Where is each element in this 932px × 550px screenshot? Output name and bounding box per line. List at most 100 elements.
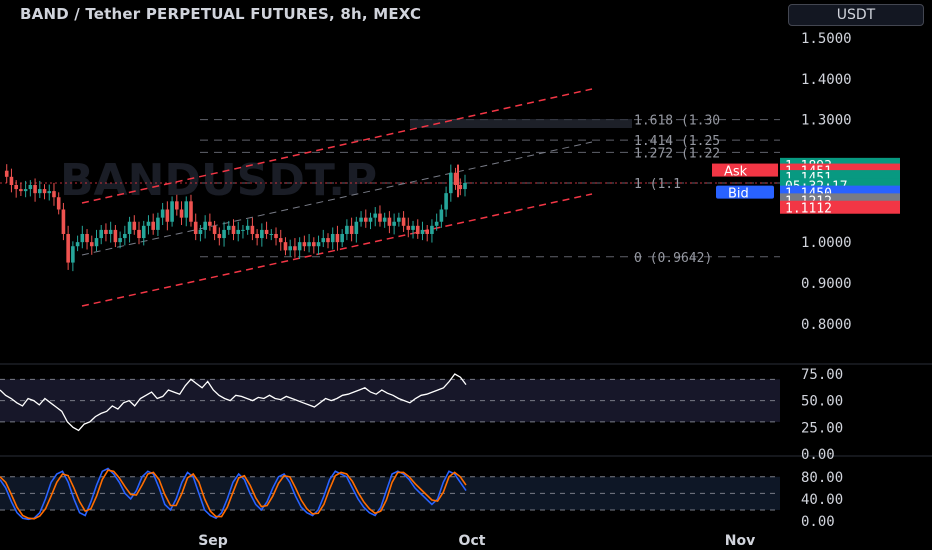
fib-box [410,119,632,128]
candle-body [89,242,94,247]
price-tick-label: 1.5000 [801,31,852,47]
candle-body [85,233,89,243]
candle-body [108,229,113,234]
candle-body [146,221,151,226]
candle-body [28,184,33,190]
candle-body [278,238,283,243]
candle-body [165,209,170,222]
candle-body [297,242,302,251]
price-tick-label: 0.8000 [801,317,852,333]
candle-body [382,217,387,222]
fib-level-label: 1.414 (1.25 [634,134,720,149]
candle-body [406,225,411,230]
candle-body [113,229,118,243]
candle-body [307,242,311,247]
candle-body [141,225,146,239]
fib-level-label: 1.618 (1.30 [634,114,720,129]
candle-body [458,184,463,190]
ask-tag: Ask [724,165,748,180]
candle-body [264,229,269,234]
ask-tag-box [712,163,778,177]
candle-body [354,221,359,234]
candle-body [99,229,104,239]
candle-body [184,201,189,218]
candle-body [212,225,217,234]
bid-tag: Bid [728,187,749,202]
candle-body [118,238,122,243]
x-tick-label: Nov [725,533,755,549]
candle-body [349,225,354,234]
candle-body [312,242,316,247]
candle-body [250,225,255,234]
candle-body [104,229,108,234]
candle-body [9,176,14,185]
candle-body [378,213,382,222]
candle-body [434,221,439,226]
candle-body [14,184,18,190]
candle-body [335,233,340,243]
candle-body [293,246,297,251]
candle-body [123,233,127,239]
candle-body [217,233,222,239]
stoch-tick-label: 0.00 [801,514,835,530]
candle-body [47,191,52,194]
candle-body [179,209,184,218]
candle-body [453,172,458,185]
candle-body [245,225,250,230]
candle-body [94,238,99,247]
candle-body [208,221,212,226]
candle-body [392,221,396,226]
candle-body [274,233,278,239]
candle-body [203,221,207,230]
candle-body [326,238,330,243]
candle-body [231,225,236,234]
candle-body [425,229,430,234]
rsi-tick-label: 0.00 [801,447,835,463]
candle-body [260,229,264,239]
candle-body [75,242,80,247]
candle-body [415,225,420,234]
fib-level-label: 1.272 (1.22 [634,146,720,161]
candle-body [283,242,288,251]
fib-level-label: 0 (0.9642) [634,251,712,266]
candle-body [127,221,132,234]
candle-body [316,242,321,247]
stoch-d-line [0,469,467,520]
price-tick-label: 1.3000 [801,113,852,129]
candle-body [71,246,75,263]
candle-body [330,233,335,243]
candle-body [359,217,363,222]
stoch-k-line [0,467,467,521]
candle-body [132,221,137,230]
rsi-tick-label: 25.00 [801,420,843,436]
candle-body [198,229,203,234]
channel-mid [81,141,593,256]
price-tick-label: 1.4000 [801,72,852,88]
candle-body [321,238,326,243]
candle-body [463,182,467,190]
candle-body [401,217,406,226]
price-tick-label: 1.0000 [801,235,852,251]
candle-body [156,217,160,230]
candle-body [420,229,425,234]
candle-body [160,209,165,218]
stoch-tick-label: 80.00 [801,470,843,486]
candle-body [23,189,28,192]
candle-body [255,233,259,239]
price-label-box [780,200,900,214]
currency-button[interactable]: USDT [788,4,924,26]
candle-body [302,242,307,247]
chart-title: BAND / Tether PERPETUAL FUTURES, 8h, MEX… [20,5,422,23]
candle-body [175,201,179,210]
candle-body [363,217,368,222]
candle-body [288,246,292,251]
low-label: 1.1112 [785,202,832,217]
candle-body [345,225,349,234]
candle-body [222,229,226,239]
candle-body [387,217,392,226]
candle-body [368,217,373,222]
candle-body [33,184,37,194]
candle-body [56,197,61,210]
candle-body [189,201,193,222]
